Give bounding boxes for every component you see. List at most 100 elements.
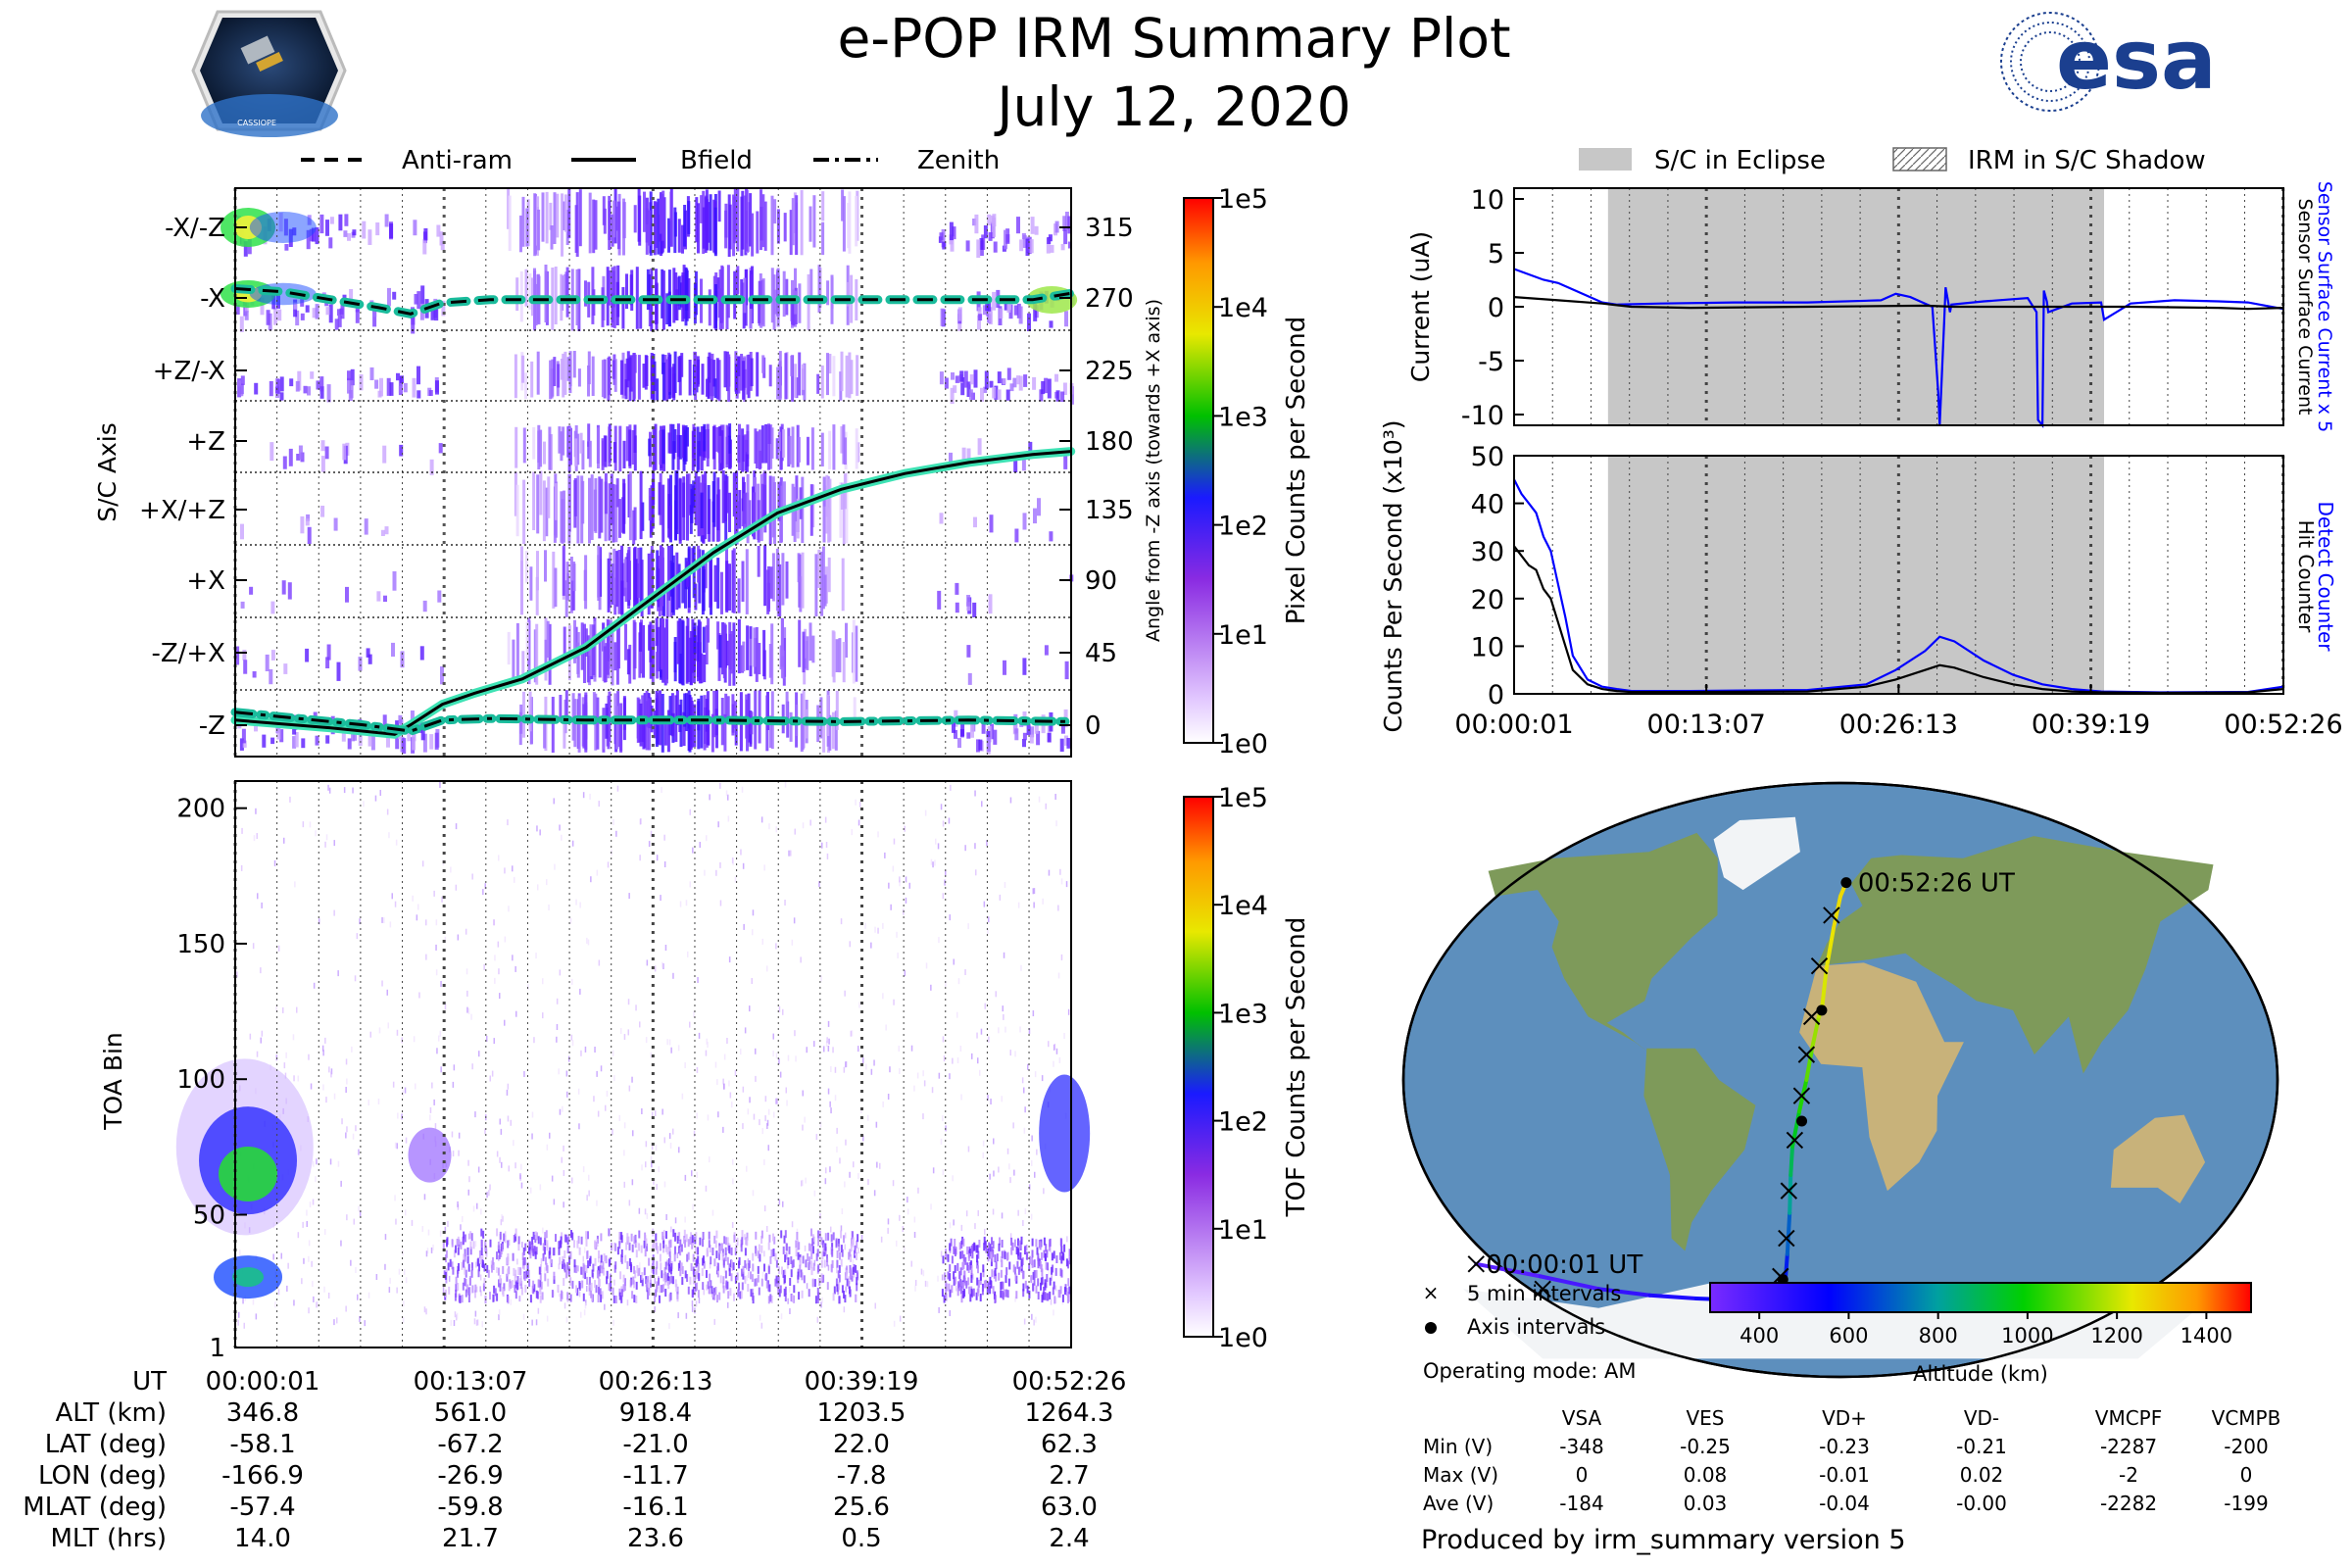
heat-cell: [519, 215, 522, 253]
heat-cell: [508, 195, 512, 251]
tof-speckle: [917, 1187, 919, 1194]
tof-band: [945, 1283, 948, 1292]
tof-band: [754, 1278, 757, 1287]
heat-cell: [677, 275, 681, 311]
tof-speckle: [596, 869, 599, 876]
tof-speckle: [283, 1062, 286, 1069]
heat-cell: [1009, 383, 1014, 392]
tof-speckle: [293, 1075, 295, 1082]
tof-band: [708, 1286, 710, 1295]
tof-band: [582, 1270, 585, 1279]
tof-speckle: [960, 1094, 962, 1101]
track-segment: [1596, 1287, 1652, 1298]
tof-speckle: [880, 1236, 883, 1243]
heat-cell: [564, 580, 568, 617]
heat-cell: [627, 547, 631, 601]
heat-cell: [733, 189, 737, 239]
tof-speckle: [475, 1286, 478, 1293]
tof-band: [675, 1283, 678, 1292]
heat-cell: [532, 471, 536, 530]
tof-speckle: [1054, 1285, 1057, 1292]
tof-speckle: [507, 1115, 510, 1122]
tof-speckle: [426, 1248, 429, 1254]
tof-speckle: [639, 1021, 641, 1028]
heatmap-right-tick-label: 45: [1085, 639, 1117, 668]
tof-band: [654, 1295, 657, 1303]
heat-cell: [341, 728, 346, 742]
heat-cell: [640, 560, 644, 617]
tof-band: [476, 1258, 479, 1267]
tof-speckle: [411, 1219, 414, 1226]
tof-band: [570, 1230, 572, 1238]
tof-band: [744, 1275, 747, 1284]
heat-cell: [710, 379, 713, 401]
tof-speckle: [450, 1319, 452, 1326]
ephemeris-cell: -166.9: [221, 1461, 304, 1491]
colorbar-tick-label: 1e0: [1218, 729, 1268, 760]
heat-cell: [382, 714, 387, 734]
tof-speckle: [395, 1218, 397, 1225]
tof-band: [769, 1294, 772, 1302]
colorbar-tick-label: 1e5: [1218, 184, 1268, 215]
tof-band: [954, 1264, 956, 1273]
heat-cell: [767, 423, 770, 470]
tof-band: [516, 1282, 518, 1291]
tof-speckle: [539, 829, 541, 836]
tof-band: [945, 1288, 948, 1297]
tof-speckle: [448, 1275, 451, 1282]
tof-band: [805, 1259, 808, 1268]
tof-speckle: [832, 1047, 834, 1054]
colorbar-gradient: [1183, 197, 1214, 744]
tof-band: [947, 1253, 950, 1262]
heat-cell: [325, 735, 330, 744]
heat-cell: [741, 428, 745, 472]
heat-cell: [564, 194, 567, 232]
tof-speckle: [840, 918, 843, 925]
tof-speckle: [553, 1199, 556, 1205]
tof-band: [948, 1283, 951, 1292]
heat-cell: [578, 189, 582, 247]
tof-speckle: [938, 1306, 940, 1313]
ephemeris-cell: 00:00:01: [206, 1367, 320, 1396]
tof-speckle: [462, 1216, 464, 1222]
tof-band: [481, 1253, 484, 1262]
eclipse-region: [1607, 456, 2105, 694]
legend-eclipse-label: S/C in Eclipse: [1654, 146, 1826, 175]
altitude-tick-label: 400: [1740, 1324, 1779, 1348]
heat-cell: [574, 438, 578, 466]
tof-speckle: [845, 1060, 848, 1067]
heat-cell: [756, 211, 760, 254]
tof-speckle: [613, 1075, 615, 1082]
heat-cell: [340, 304, 345, 319]
tof-speckle: [1060, 878, 1063, 885]
tof-band: [970, 1288, 973, 1297]
heat-cell: [720, 430, 724, 469]
tof-speckle: [384, 1263, 386, 1270]
tof-speckle: [988, 916, 990, 923]
tof-band: [481, 1259, 484, 1268]
tof-speckle: [952, 1057, 954, 1064]
tof-speckle: [692, 1203, 694, 1210]
heat-cell: [345, 586, 349, 603]
tof-band: [1024, 1280, 1027, 1289]
heat-cell: [392, 291, 397, 300]
tof-speckle: [474, 1310, 477, 1317]
heat-cell: [669, 423, 673, 454]
tof-band: [464, 1253, 466, 1262]
heat-cell: [359, 374, 364, 391]
heat-cell: [855, 195, 858, 247]
tof-band: [956, 1288, 959, 1297]
tof-speckle: [480, 1290, 482, 1297]
tof-speckle: [794, 1030, 796, 1037]
tof-speckle: [676, 1252, 679, 1258]
heat-cell: [368, 654, 372, 664]
tof-speckle: [302, 821, 305, 828]
tof-band: [640, 1245, 643, 1253]
tof-band: [683, 1229, 686, 1238]
tof-band: [614, 1261, 617, 1270]
tof-band: [801, 1272, 804, 1281]
tof-band: [714, 1240, 717, 1249]
tof-band: [681, 1266, 684, 1274]
heat-cell: [706, 423, 710, 466]
heat-cell: [300, 515, 305, 534]
